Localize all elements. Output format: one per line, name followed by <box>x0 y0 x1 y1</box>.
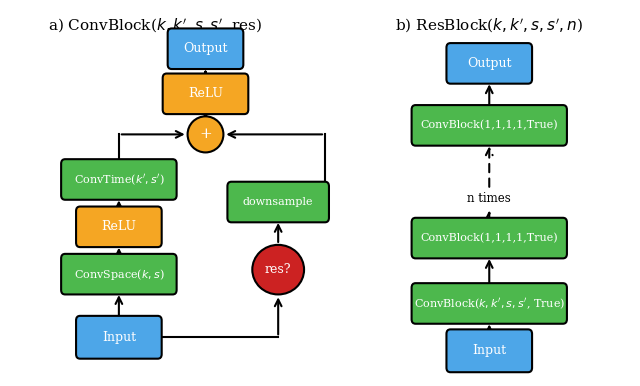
Text: ConvSpace($k, s$): ConvSpace($k, s$) <box>74 267 164 282</box>
Text: b) ResBlock($k, k', s, s', n$): b) ResBlock($k, k', s, s', n$) <box>396 17 583 36</box>
Text: ConvBlock(1,1,1,1,True): ConvBlock(1,1,1,1,True) <box>420 233 558 243</box>
Ellipse shape <box>252 245 304 295</box>
Text: Output: Output <box>467 57 511 70</box>
Text: ConvBlock(1,1,1,1,True): ConvBlock(1,1,1,1,True) <box>420 120 558 130</box>
FancyBboxPatch shape <box>76 316 162 359</box>
FancyBboxPatch shape <box>447 329 532 372</box>
Text: ConvTime($k', s'$): ConvTime($k', s'$) <box>74 172 164 187</box>
Text: Input: Input <box>102 331 136 344</box>
Text: res?: res? <box>265 263 291 276</box>
Text: downsample: downsample <box>243 197 314 207</box>
FancyBboxPatch shape <box>76 207 162 247</box>
Ellipse shape <box>188 116 223 152</box>
Text: n times: n times <box>467 192 511 205</box>
FancyBboxPatch shape <box>412 218 567 258</box>
FancyBboxPatch shape <box>61 159 177 200</box>
FancyBboxPatch shape <box>61 254 177 295</box>
Text: a) ConvBlock($k, k', s, s'$, res): a) ConvBlock($k, k', s, s'$, res) <box>49 17 263 36</box>
Text: ConvBlock($k, k', s, s'$, True): ConvBlock($k, k', s, s'$, True) <box>413 296 565 311</box>
Text: +: + <box>199 127 212 141</box>
FancyBboxPatch shape <box>447 43 532 84</box>
Text: Input: Input <box>472 344 506 357</box>
FancyBboxPatch shape <box>227 182 329 222</box>
Text: ReLU: ReLU <box>101 220 136 233</box>
Text: Output: Output <box>183 42 228 55</box>
FancyBboxPatch shape <box>412 105 567 146</box>
FancyBboxPatch shape <box>412 283 567 324</box>
Text: ReLU: ReLU <box>188 87 223 100</box>
FancyBboxPatch shape <box>168 29 243 69</box>
FancyBboxPatch shape <box>163 73 248 114</box>
